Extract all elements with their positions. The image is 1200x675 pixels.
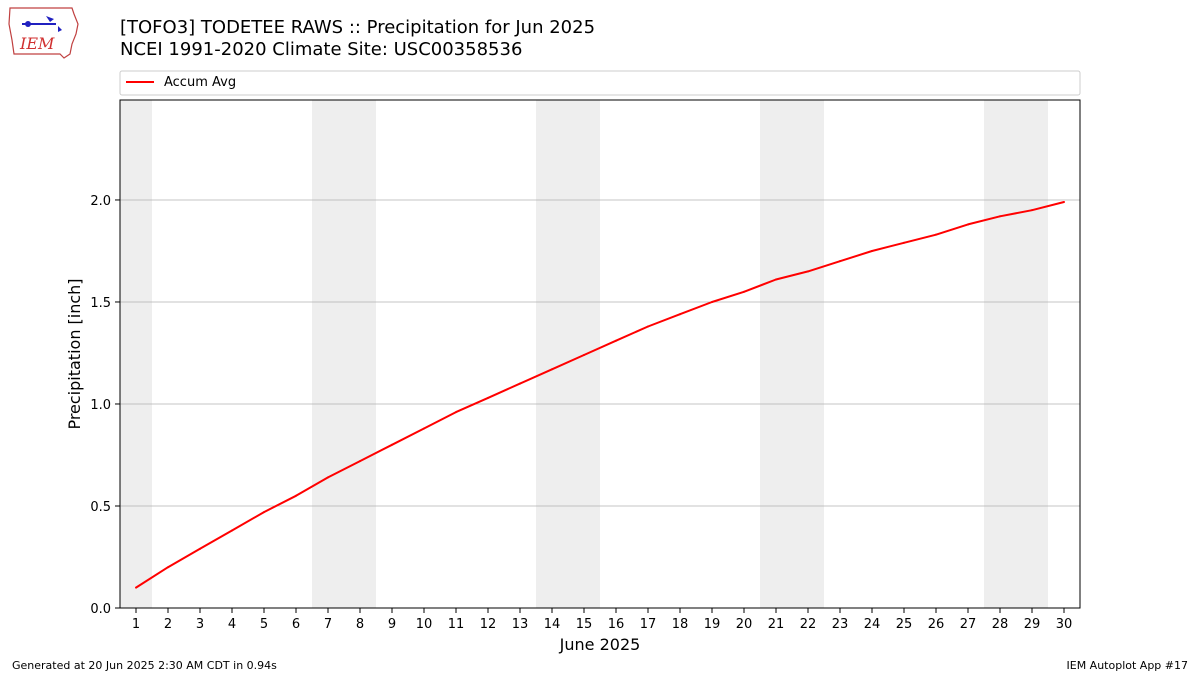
iem-logo: IEM: [6, 4, 82, 64]
x-tick-label: 8: [356, 617, 364, 632]
data-point: [935, 233, 937, 236]
x-tick-label: 26: [928, 617, 945, 632]
x-tick-label: 1: [132, 617, 140, 632]
x-tick-label: 4: [228, 617, 236, 632]
x-tick-label: 29: [1024, 617, 1041, 632]
data-point: [551, 368, 553, 371]
data-point: [1031, 209, 1033, 212]
logo-text: IEM: [19, 34, 55, 53]
x-tick-label: 12: [480, 617, 497, 632]
x-tick-label: 16: [608, 617, 625, 632]
weekend-shade: [984, 100, 1016, 608]
data-point: [839, 260, 841, 263]
x-axis-label: June 2025: [559, 635, 641, 654]
data-point: [999, 215, 1001, 218]
x-tick-label: 5: [260, 617, 268, 632]
x-tick-label: 13: [512, 617, 529, 632]
x-tick-label: 7: [324, 617, 332, 632]
data-point: [263, 511, 265, 514]
data-point: [807, 270, 809, 273]
data-point: [903, 241, 905, 244]
x-tick-label: 15: [576, 617, 593, 632]
data-point: [647, 325, 649, 328]
x-tick-label: 20: [736, 617, 753, 632]
weekend-shade: [1016, 100, 1048, 608]
data-point: [583, 354, 585, 357]
plot-frame: [119, 99, 1081, 609]
data-point: [487, 396, 489, 399]
legend-box: [119, 70, 1081, 96]
data-point: [455, 411, 457, 414]
x-tick-label: 11: [448, 617, 465, 632]
data-point: [871, 249, 873, 252]
x-tick-label: 22: [800, 617, 817, 632]
data-point: [1063, 201, 1065, 204]
x-tick-label: 3: [196, 617, 204, 632]
weekend-shade: [312, 100, 344, 608]
x-tick-label: 6: [292, 617, 300, 632]
x-tick-label: 30: [1056, 617, 1073, 632]
weekend-shade: [760, 100, 792, 608]
data-point: [519, 382, 521, 385]
weekend-shade: [120, 100, 152, 608]
x-tick-label: 19: [704, 617, 721, 632]
x-tick-label: 10: [416, 617, 433, 632]
data-point: [967, 223, 969, 226]
y-tick-label: 0.5: [90, 500, 111, 515]
weekend-shade: [792, 100, 824, 608]
x-tick-label: 2: [164, 617, 172, 632]
y-tick-label: 1.0: [90, 398, 111, 413]
x-tick-label: 27: [960, 617, 977, 632]
data-point: [743, 290, 745, 293]
y-tick-label: 0.0: [90, 602, 111, 617]
data-point: [231, 529, 233, 532]
series-line-accum-avg: [135, 201, 1065, 589]
data-point: [199, 547, 201, 550]
legend: Accum Avg: [119, 70, 1081, 96]
x-tick-label: 18: [672, 617, 689, 632]
data-point: [423, 427, 425, 430]
y-tick-label: 1.5: [90, 296, 111, 311]
data-point: [711, 300, 713, 303]
x-tick-label: 23: [832, 617, 849, 632]
data-point: [391, 443, 393, 446]
data-point: [327, 476, 329, 479]
x-tick-label: 25: [896, 617, 913, 632]
data-point: [135, 586, 137, 589]
data-point: [775, 278, 777, 281]
data-point: [615, 339, 617, 342]
x-tick-label: 28: [992, 617, 1009, 632]
legend-label: Accum Avg: [164, 75, 236, 90]
x-tick-label: 17: [640, 617, 657, 632]
generated-timestamp: Generated at 20 Jun 2025 2:30 AM CDT in …: [12, 659, 277, 672]
iem-iowa-logo-icon: IEM: [8, 7, 79, 59]
weekend-shade: [536, 100, 568, 608]
data-point: [295, 494, 297, 497]
chart-title: [TOFO3] TODETEE RAWS :: Precipitation fo…: [120, 17, 596, 38]
app-credit: IEM Autoplot App #17: [1066, 659, 1189, 672]
weekend-shade: [344, 100, 376, 608]
chart-subtitle: NCEI 1991-2020 Climate Site: USC00358536: [120, 39, 523, 60]
data-point: [167, 566, 169, 569]
data-point: [359, 460, 361, 463]
x-tick-label: 9: [388, 617, 396, 632]
x-tick-label: 21: [768, 617, 785, 632]
data-point: [679, 313, 681, 316]
y-tick-label: 2.0: [90, 194, 111, 209]
x-tick-label: 24: [864, 617, 881, 632]
y-axis-label: Precipitation [inch]: [65, 278, 84, 429]
x-tick-label: 14: [544, 617, 561, 632]
